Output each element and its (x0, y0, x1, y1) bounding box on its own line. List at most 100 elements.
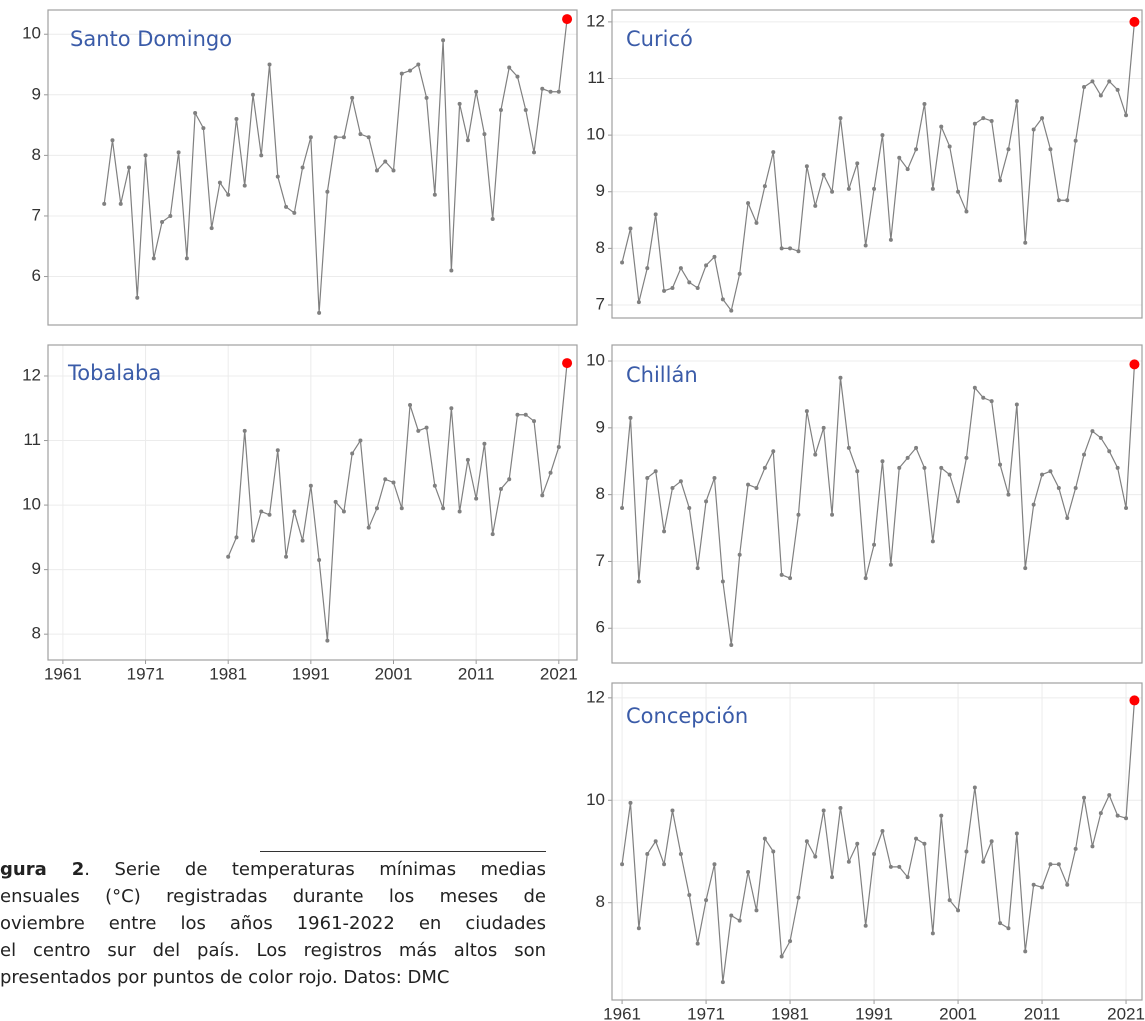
data-point (366, 525, 371, 530)
y-tick-label: 10 (22, 24, 41, 43)
data-point (855, 841, 860, 846)
data-point (653, 839, 658, 844)
data-point (308, 135, 313, 140)
data-point (358, 132, 363, 137)
data-point (888, 562, 893, 567)
data-point (242, 428, 247, 433)
caption: gura 2. Serie de temperaturas mínimas me… (0, 856, 546, 991)
data-point (424, 95, 429, 100)
data-point (762, 184, 767, 189)
data-point (947, 472, 952, 477)
panel-title: Curicó (626, 27, 693, 51)
data-point (653, 469, 658, 474)
data-point (729, 642, 734, 647)
data-point (250, 538, 255, 543)
data-point (771, 449, 776, 454)
data-point (972, 385, 977, 390)
y-tick-label: 10 (586, 125, 605, 144)
data-point (383, 159, 388, 164)
x-tick-label: 1971 (687, 1004, 725, 1021)
data-point (880, 829, 885, 834)
data-point (143, 153, 148, 158)
data-point (259, 509, 264, 514)
data-point (813, 203, 818, 208)
data-point (308, 483, 313, 488)
data-point (416, 62, 421, 67)
data-point (341, 135, 346, 140)
panel-title: Santo Domingo (70, 27, 232, 51)
x-tick-label: 2011 (1024, 1004, 1061, 1021)
data-point (226, 554, 231, 559)
data-point (408, 403, 413, 408)
record-point (562, 358, 573, 369)
data-point (914, 147, 919, 152)
data-point (678, 479, 683, 484)
data-point (712, 862, 717, 867)
data-point (620, 260, 625, 265)
data-point (737, 271, 742, 276)
data-point (830, 512, 835, 517)
data-point (391, 480, 396, 485)
data-point (284, 204, 289, 209)
data-point (1082, 452, 1087, 457)
data-point (922, 465, 927, 470)
caption-line: gura 2. Serie de temperaturas mínimas me… (0, 856, 546, 883)
data-point (350, 95, 355, 100)
data-point (712, 254, 717, 259)
data-point (1056, 485, 1061, 490)
data-point (914, 836, 919, 841)
data-point (863, 923, 868, 928)
data-point (1006, 147, 1011, 152)
data-point (1065, 882, 1070, 887)
panel-title: Tobalaba (67, 361, 161, 385)
data-point (846, 859, 851, 864)
y-tick-label: 12 (586, 687, 605, 706)
data-point (333, 135, 338, 140)
record-point (562, 14, 573, 25)
data-point (300, 538, 305, 543)
plot-frame (47, 9, 578, 326)
data-point (284, 554, 289, 559)
y-tick-label: 6 (596, 618, 605, 637)
data-point (922, 841, 927, 846)
data-point (947, 898, 952, 903)
record-point (1129, 359, 1140, 370)
data-point (636, 300, 641, 305)
data-point (1107, 449, 1112, 454)
data-point (1031, 882, 1036, 887)
data-point (846, 445, 851, 450)
data-point (771, 150, 776, 155)
data-point (813, 452, 818, 457)
plot-frame (611, 344, 1143, 664)
data-point (830, 875, 835, 880)
data-point (556, 444, 561, 449)
data-point (1048, 469, 1053, 474)
data-point (821, 808, 826, 813)
data-point (796, 895, 801, 900)
data-point (956, 499, 961, 504)
data-point (474, 89, 479, 94)
data-point (523, 412, 528, 417)
data-point (821, 172, 826, 177)
data-point (1023, 949, 1028, 954)
data-point (653, 212, 658, 217)
data-point (897, 864, 902, 869)
data-point (366, 135, 371, 140)
data-point (846, 186, 851, 191)
data-point (1115, 87, 1120, 92)
data-point (1098, 811, 1103, 816)
series-line (621, 21, 1136, 313)
data-point (662, 862, 667, 867)
data-point (628, 800, 633, 805)
data-point (998, 462, 1003, 467)
data-point (662, 288, 667, 293)
x-tick-label: 1991 (292, 664, 330, 683)
data-point (788, 246, 793, 251)
caption-label: gura 2 (0, 859, 85, 880)
y-tick-label: 10 (586, 790, 605, 809)
data-point (1124, 816, 1129, 821)
data-point (880, 459, 885, 464)
data-point (1040, 116, 1045, 121)
data-point (729, 308, 734, 313)
